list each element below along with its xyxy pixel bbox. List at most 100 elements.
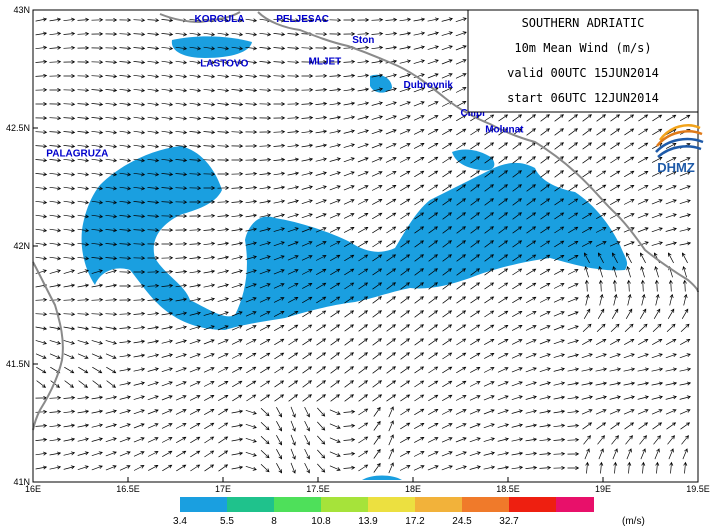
wind-arrow-icon (497, 353, 509, 359)
wind-arrow-icon (105, 17, 118, 23)
wind-arrow-icon (290, 434, 296, 446)
wind-arrow-icon (161, 353, 173, 358)
wind-arrow-icon (304, 434, 310, 446)
wind-arrow-icon (525, 423, 538, 428)
wind-arrow-icon (217, 46, 230, 51)
wind-arrow-icon (133, 200, 146, 205)
wind-arrow-icon (539, 297, 551, 303)
wind-arrow-icon (91, 409, 104, 414)
wind-arrow-icon (512, 114, 523, 122)
wind-arrow-icon (77, 269, 90, 274)
wind-arrow-icon (441, 423, 453, 429)
wind-arrow-icon (609, 381, 622, 386)
wind-arrow-icon (358, 254, 369, 262)
wind-arrow-icon (147, 186, 160, 191)
wind-arrow-icon (581, 353, 593, 359)
wind-arrow-icon (273, 185, 286, 190)
wind-arrow-icon (161, 269, 174, 274)
legend-label: 17.2 (405, 516, 425, 527)
wind-arrow-icon (63, 59, 76, 64)
wind-arrow-icon (609, 227, 621, 233)
wind-arrow-icon (245, 88, 258, 93)
wind-arrow-icon (91, 395, 104, 400)
wind-arrow-icon (77, 340, 90, 345)
wind-arrow-icon (665, 241, 678, 246)
wind-arrow-icon (49, 116, 62, 121)
wind-arrow-icon (274, 352, 285, 360)
wind-arrow-icon (372, 254, 383, 262)
wind-arrow-icon (175, 283, 188, 288)
wind-arrow-icon (329, 241, 341, 247)
wind-arrow-icon (470, 226, 480, 234)
wind-arrow-icon (49, 269, 62, 274)
wind-arrow-icon (329, 465, 341, 471)
wind-arrow-icon (595, 353, 607, 359)
wind-arrow-icon (372, 352, 382, 360)
wind-arrow-icon (441, 45, 453, 51)
wind-arrow-icon (441, 437, 453, 443)
wind-arrow-icon (273, 143, 286, 148)
wind-arrow-icon (428, 184, 439, 192)
wind-arrow-icon (231, 283, 243, 289)
wind-arrow-icon (638, 114, 649, 122)
wind-arrow-icon (638, 323, 648, 333)
wind-arrow-icon (245, 143, 258, 148)
wind-arrow-icon (91, 256, 104, 261)
wind-arrow-icon (469, 395, 481, 401)
wind-arrow-icon (35, 242, 48, 247)
wind-arrow-icon (610, 114, 621, 122)
wind-arrow-icon (498, 198, 508, 206)
wind-arrow-icon (669, 293, 674, 306)
wind-arrow-icon (63, 312, 76, 317)
wind-arrow-icon (133, 46, 146, 51)
wind-arrow-icon (484, 338, 495, 346)
wind-arrow-icon (119, 144, 132, 149)
wind-arrow-icon (484, 296, 495, 304)
wind-arrow-icon (511, 465, 524, 470)
wind-arrow-icon (441, 409, 453, 415)
wind-arrow-icon (133, 256, 146, 261)
wind-arrow-icon (498, 170, 508, 178)
wind-arrow-icon (329, 45, 342, 50)
wind-arrow-icon (483, 367, 495, 373)
wind-arrow-icon (371, 185, 383, 191)
wind-arrow-icon (358, 464, 369, 472)
wind-arrow-icon (640, 252, 646, 264)
wind-arrow-icon (231, 60, 244, 65)
wind-arrow-icon (330, 254, 341, 262)
wind-arrow-icon (373, 420, 381, 431)
wind-arrow-icon (276, 449, 282, 460)
wind-arrow-icon (553, 423, 566, 428)
wind-arrow-icon (512, 310, 523, 318)
wind-arrow-icon (626, 279, 631, 292)
wind-arrow-icon (540, 240, 551, 248)
wind-arrow-icon (497, 451, 510, 456)
wind-arrow-icon (526, 296, 537, 304)
wind-arrow-icon (427, 129, 439, 135)
wind-arrow-icon (525, 451, 538, 456)
wind-arrow-icon (413, 129, 425, 135)
wind-arrow-icon (498, 156, 508, 164)
wind-arrow-icon (161, 297, 174, 302)
wind-arrow-icon (259, 311, 271, 317)
wind-arrow-icon (329, 87, 342, 92)
wind-arrow-icon (119, 116, 132, 121)
wind-arrow-icon (204, 450, 215, 458)
wind-arrow-icon (49, 31, 62, 36)
wind-arrow-icon (231, 171, 244, 176)
wind-arrow-icon (175, 227, 188, 232)
wind-arrow-icon (498, 254, 509, 262)
wind-arrow-icon (456, 282, 466, 290)
lon-tick-label: 19E (595, 484, 611, 494)
wind-arrow-icon (442, 212, 452, 220)
wind-arrow-icon (203, 46, 216, 51)
wind-arrow-icon (596, 114, 606, 122)
legend-label: 3.4 (173, 516, 187, 527)
wind-arrow-icon (610, 156, 621, 164)
wind-arrow-icon (329, 423, 341, 429)
wind-arrow-icon (77, 409, 90, 414)
wind-arrow-icon (317, 421, 326, 431)
wind-arrow-icon (189, 116, 202, 121)
wind-arrow-icon (554, 240, 565, 248)
wind-arrow-icon (217, 74, 230, 79)
